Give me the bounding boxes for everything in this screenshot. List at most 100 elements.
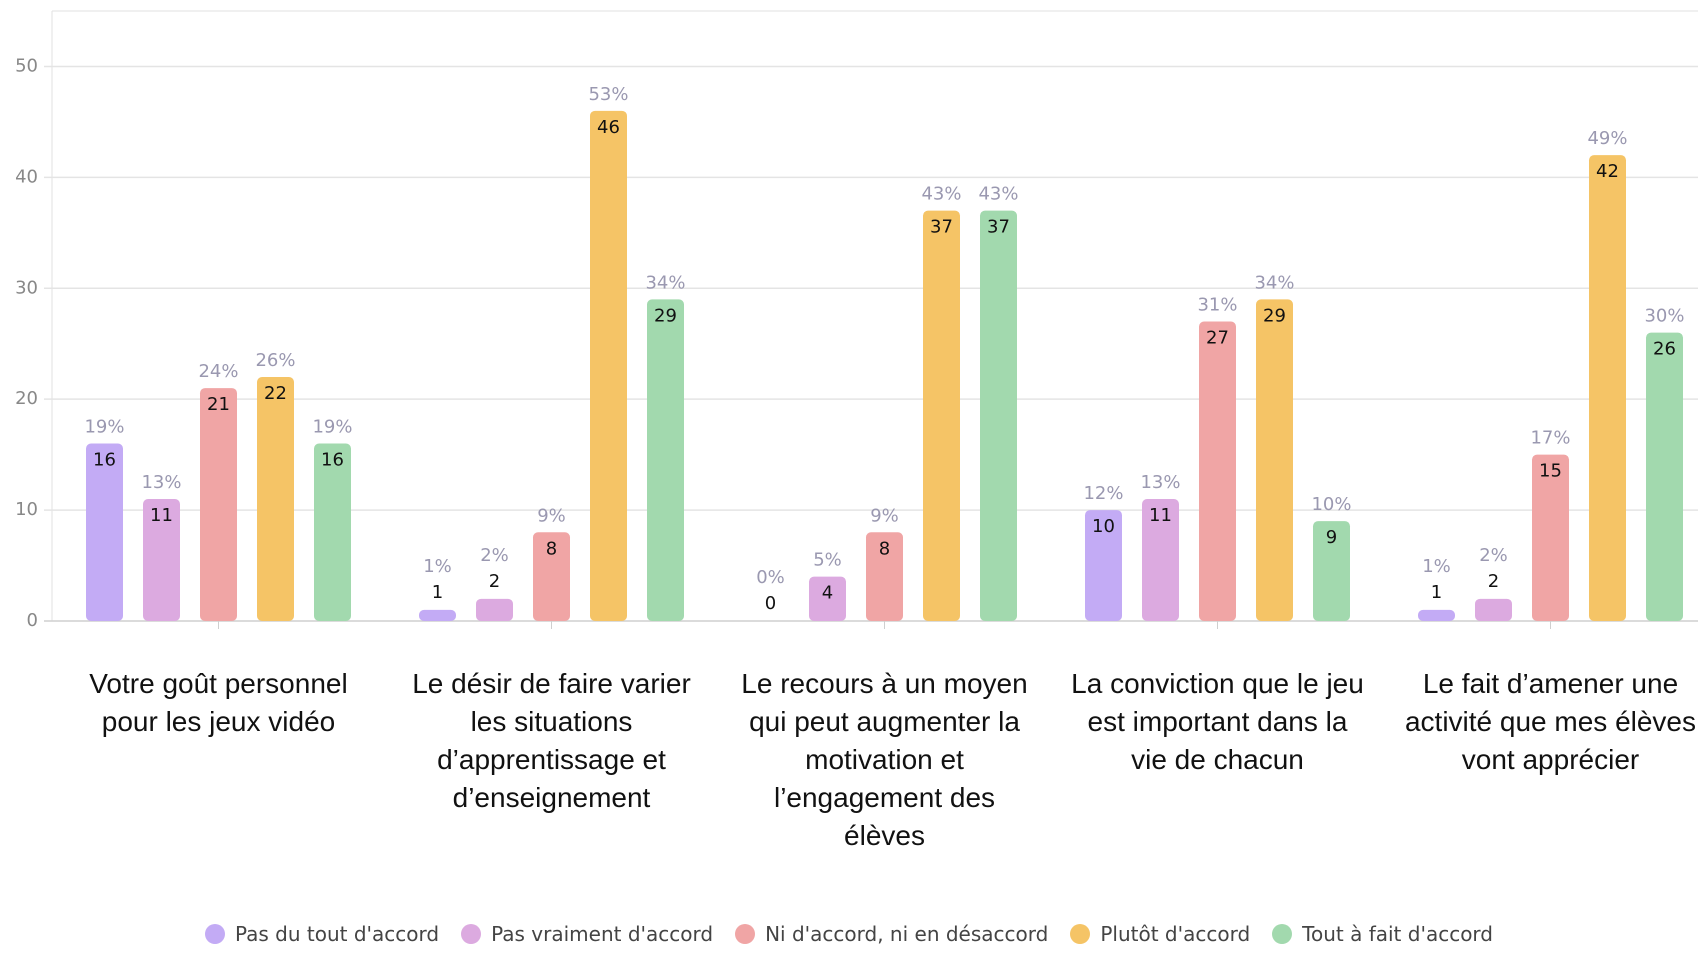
value-label: 37 (930, 217, 953, 238)
legend-swatch (204, 924, 225, 944)
value-label: 16 (321, 450, 344, 471)
y-tick-label: 0 (27, 610, 38, 631)
percent-label: 53% (588, 84, 628, 105)
percent-label: 0% (756, 567, 785, 588)
percent-label: 5% (813, 550, 842, 571)
value-label: 16 (93, 450, 116, 471)
legend-swatch (735, 924, 756, 944)
value-label: 27 (1206, 328, 1229, 349)
percent-label: 43% (921, 184, 961, 205)
bar (1085, 510, 1122, 621)
percent-label: 19% (312, 417, 352, 438)
legend-item: Plutôt d'accord (1070, 922, 1250, 946)
legend-label: Pas du tout d'accord (234, 922, 440, 946)
legend-item: Tout à fait d'accord (1272, 922, 1493, 946)
x-tick-label: La conviction que le jeu est important d… (1071, 668, 1364, 775)
value-label: 10 (1092, 516, 1115, 537)
bar (200, 388, 237, 621)
legend-label: Pas vraiment d'accord (491, 922, 714, 946)
bar (1199, 321, 1236, 621)
legend-swatch (1070, 924, 1091, 944)
percent-label: 31% (1197, 295, 1237, 316)
x-tick-label: Le recours à un moyen qui peut augmenter… (741, 668, 1028, 851)
value-label: 11 (1149, 505, 1172, 526)
y-tick-label: 20 (15, 388, 38, 409)
bar (143, 499, 180, 621)
value-label: 8 (546, 538, 557, 559)
value-label: 2 (1488, 571, 1499, 592)
bar (1418, 609, 1455, 621)
bar (866, 532, 903, 621)
percent-label: 30% (1644, 306, 1684, 327)
bar (809, 576, 846, 621)
bar (647, 299, 684, 621)
value-label: 15 (1539, 461, 1562, 482)
bar (1313, 521, 1350, 621)
value-label: 46 (597, 117, 620, 138)
bar (1142, 499, 1179, 621)
bar (1475, 598, 1512, 621)
value-label: 29 (1263, 305, 1286, 326)
percent-label: 1% (1422, 556, 1451, 577)
percent-label: 9% (870, 505, 899, 526)
legend-swatch (1272, 924, 1293, 944)
legend-swatch (461, 924, 482, 944)
percent-label: 17% (1530, 428, 1570, 449)
value-label: 1 (1431, 582, 1442, 603)
value-label: 0 (765, 593, 776, 614)
value-label: 42 (1596, 161, 1619, 182)
percent-label: 12% (1083, 483, 1123, 504)
value-label: 4 (822, 583, 833, 604)
y-tick-label: 50 (15, 55, 38, 76)
bar (419, 609, 456, 621)
bar (86, 443, 123, 621)
percent-label: 19% (84, 417, 124, 438)
percent-label: 24% (198, 361, 238, 382)
percent-label: 9% (537, 505, 566, 526)
y-tick-label: 40 (15, 166, 38, 187)
percent-label: 10% (1311, 494, 1351, 515)
percent-label: 13% (141, 472, 181, 493)
percent-label: 1% (423, 556, 452, 577)
value-label: 8 (879, 538, 890, 559)
legend-item: Ni d'accord, ni en désaccord (735, 922, 1048, 946)
bar (314, 443, 351, 621)
y-tick-label: 10 (15, 499, 38, 520)
bar (980, 210, 1017, 622)
value-label: 2 (489, 571, 500, 592)
bar (923, 210, 960, 622)
legend-item: Pas vraiment d'accord (461, 922, 713, 946)
percent-label: 13% (1140, 472, 1180, 493)
value-label: 1 (432, 582, 443, 603)
bar (476, 598, 513, 621)
legend-label: Tout à fait d'accord (1302, 922, 1493, 946)
value-label: 26 (1653, 339, 1676, 360)
bar (1589, 155, 1626, 621)
bar (533, 532, 570, 621)
value-label: 37 (987, 217, 1010, 238)
x-tick-label: Votre goût personnel pour les jeux vidéo (89, 668, 348, 737)
legend: Pas du tout d'accord Pas vraiment d'accor… (0, 922, 1698, 946)
value-label: 11 (150, 505, 173, 526)
bar (1256, 299, 1293, 621)
bar (257, 377, 294, 621)
value-label: 9 (1326, 527, 1337, 548)
x-tick-label: Le fait d’amener une activité que mes él… (1404, 668, 1697, 775)
percent-label: 49% (1587, 128, 1627, 149)
percent-label: 43% (978, 184, 1018, 205)
legend-label: Ni d'accord, ni en désaccord (765, 922, 1049, 946)
percent-label: 34% (645, 272, 685, 293)
y-tick-label: 30 (15, 277, 38, 298)
value-label: 29 (654, 305, 677, 326)
percent-label: 2% (1479, 545, 1508, 566)
bar (1532, 454, 1569, 621)
value-label: 21 (207, 394, 230, 415)
percent-label: 34% (1254, 272, 1294, 293)
percent-label: 26% (255, 350, 295, 371)
legend-item: Pas du tout d'accord (204, 922, 440, 946)
legend-label: Plutôt d'accord (1100, 922, 1251, 946)
value-label: 22 (264, 383, 287, 404)
bar (590, 110, 627, 622)
